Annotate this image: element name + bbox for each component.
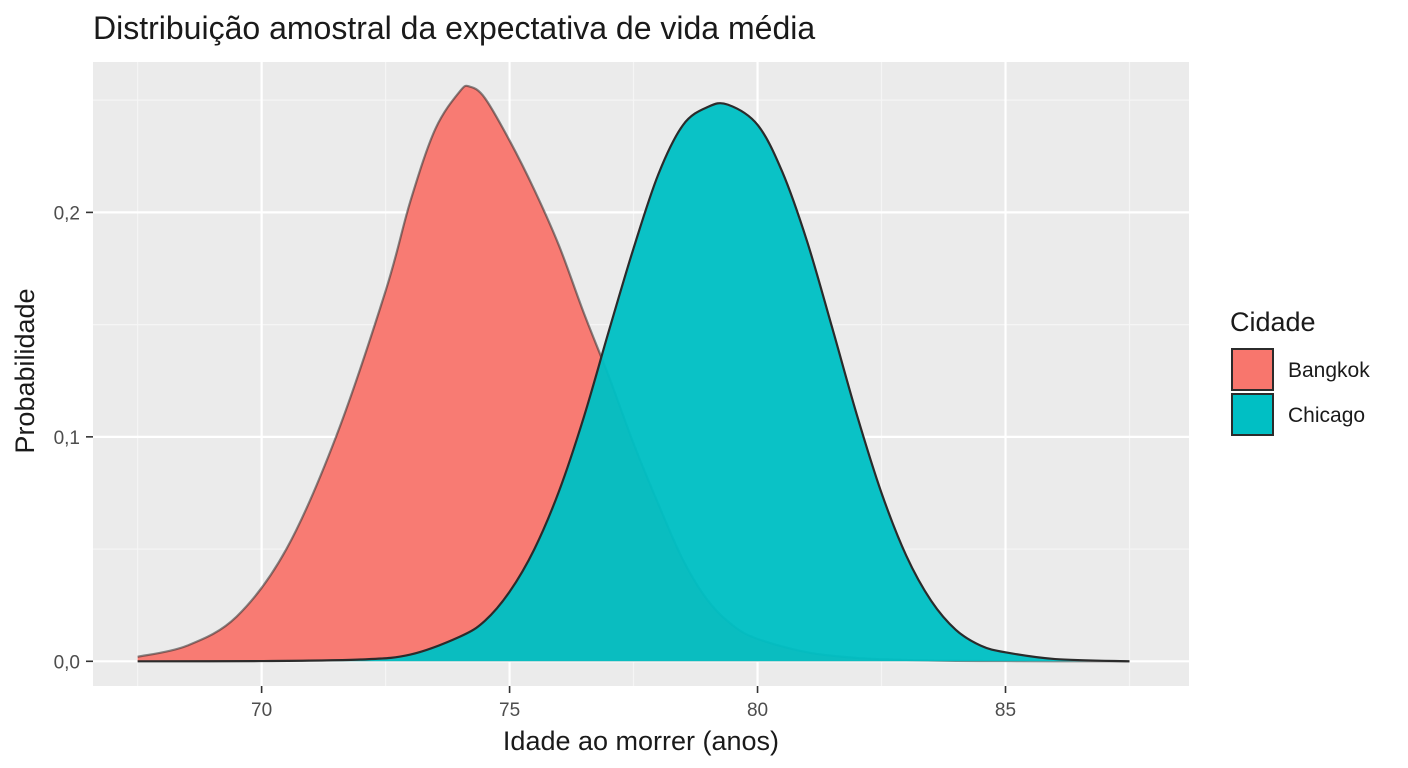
area-chicago [137, 103, 1130, 662]
chart-title: Distribuição amostral da expectativa de … [93, 10, 815, 46]
legend-key-bangkok [1231, 348, 1274, 391]
legend-key-chicago [1231, 393, 1274, 436]
density-areas [137, 84, 1130, 663]
x-axis-title: Idade ao morrer (anos) [503, 726, 779, 756]
legend-title: Cidade [1230, 307, 1316, 337]
x-tick-label-2: 80 [747, 700, 768, 721]
x-tick-label-0: 70 [251, 700, 272, 721]
x-tick-label-1: 75 [499, 700, 520, 721]
y-tick-label-2: 0,2 [54, 203, 80, 224]
y-axis-title: Probabilidade [10, 288, 40, 453]
y-tick-label-0: 0,0 [54, 652, 80, 673]
y-axis-ticks: 0,0 0,1 0,2 [54, 203, 93, 673]
outline-chicago [137, 102, 1130, 663]
legend-items: Bangkok Chicago [1231, 348, 1370, 436]
legend: Cidade Bangkok Chicago [1230, 307, 1370, 436]
legend-label-bangkok: Bangkok [1288, 359, 1370, 382]
area-bangkok [137, 85, 1130, 662]
legend-label-chicago: Chicago [1288, 404, 1365, 427]
y-tick-label-1: 0,1 [54, 428, 80, 449]
x-axis-ticks: 70 75 80 85 [251, 686, 1016, 721]
x-tick-label-3: 85 [995, 700, 1016, 721]
